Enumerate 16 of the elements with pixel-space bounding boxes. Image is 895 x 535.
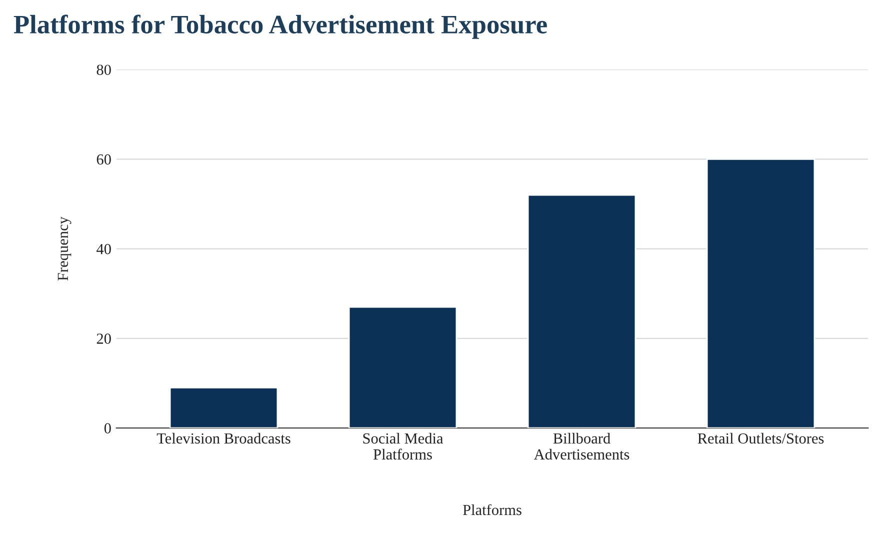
bar [348,306,458,428]
x-tick-label: Social Media Platforms [363,432,444,460]
chart-title: Platforms for Tobacco Advertisement Exposure [14,14,547,39]
bar [169,386,278,428]
x-axis-title: Platforms [462,504,522,516]
bar [527,194,636,428]
y-tick-label: 40 [96,244,111,254]
bar [706,158,816,428]
y-tick-label: 60 [96,154,111,165]
y-axis-title: Frequency [58,216,72,281]
y-tick-label: 0 [104,423,111,434]
x-tick-label: Television Broadcasts [156,432,290,444]
y-tick-label: 80 [96,64,111,75]
y-tick-label: 20 [96,334,111,344]
x-tick-label: Retail Outlets/Stores [698,432,824,444]
x-tick-label: Billboard Advertisements [534,432,630,460]
